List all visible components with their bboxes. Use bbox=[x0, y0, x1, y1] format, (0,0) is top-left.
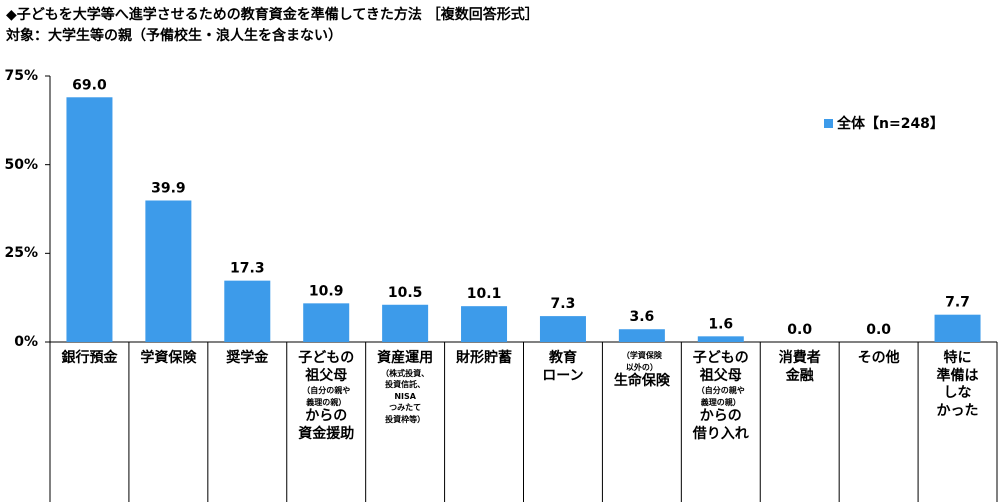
category-label-line: しな bbox=[943, 385, 972, 401]
category-label: 消費者 金融 bbox=[760, 350, 840, 385]
category-label-line: からの bbox=[699, 408, 742, 425]
bar bbox=[618, 329, 665, 342]
data-label: 10.1 bbox=[467, 286, 502, 302]
category-label: 奨学金 bbox=[207, 350, 287, 368]
bar bbox=[66, 97, 113, 342]
category-label-line: 学資保険 bbox=[140, 350, 197, 366]
category-label-line: ローン bbox=[542, 367, 584, 384]
category-label-line: 祖父母 bbox=[699, 367, 742, 384]
data-label: 1.6 bbox=[708, 316, 733, 332]
data-label: 0.0 bbox=[787, 322, 812, 338]
category-label-line: 奨学金 bbox=[226, 350, 269, 366]
bar bbox=[697, 336, 744, 342]
category-label: 教育 ローン bbox=[523, 350, 603, 385]
category-label: （学資保険以外の） 生命保険 bbox=[602, 350, 682, 391]
data-label: 69.0 bbox=[72, 77, 107, 93]
category-label-line: 資産運用 bbox=[377, 350, 434, 366]
category-label-line: その他 bbox=[857, 350, 900, 366]
category-label-line: からの bbox=[305, 408, 348, 425]
bar bbox=[382, 304, 429, 342]
category-label: 特に 準備は しな かった bbox=[918, 350, 998, 420]
category-label-line: 義理の親） bbox=[700, 397, 741, 407]
category-label: 学資保険 bbox=[128, 350, 208, 368]
category-label-line: 子どもの bbox=[298, 350, 355, 366]
bar bbox=[461, 306, 508, 342]
data-label: 0.0 bbox=[866, 322, 891, 338]
category-label-line: 投資枠等） bbox=[385, 414, 426, 424]
category-label-line: 投資信託、 bbox=[385, 380, 426, 390]
category-label: 子どもの 祖父母 （自分の親や 義理の親） からの 借り入れ bbox=[681, 350, 761, 443]
data-label: 7.7 bbox=[945, 295, 970, 311]
category-label-line: 生命保険 bbox=[613, 373, 670, 390]
data-label: 10.9 bbox=[309, 283, 344, 299]
category-label-line: 資金援助 bbox=[298, 425, 355, 442]
category-label-line: 消費者 bbox=[778, 350, 821, 366]
category-label: 資産運用 （株式投資、 投資信託、 NISA つみたて 投資枠等） bbox=[365, 350, 445, 425]
bar bbox=[145, 200, 192, 342]
data-label: 10.5 bbox=[388, 285, 423, 301]
category-label-line: NISA bbox=[394, 391, 416, 401]
category-label-line: 子どもの bbox=[692, 350, 749, 366]
data-label: 3.6 bbox=[629, 309, 654, 325]
y-tick-label: 75% bbox=[4, 68, 38, 84]
category-label-line: （自分の親や bbox=[696, 386, 745, 395]
category-label-line: 特に bbox=[943, 350, 972, 366]
y-tick-label: 0% bbox=[14, 334, 38, 350]
category-label: 銀行預金 bbox=[49, 350, 129, 368]
category-label-line: 財形貯蓄 bbox=[456, 350, 513, 366]
bar bbox=[303, 303, 350, 342]
category-label: 財形貯蓄 bbox=[444, 350, 524, 368]
category-label-line: かった bbox=[936, 402, 979, 419]
data-label: 39.9 bbox=[151, 180, 186, 196]
category-label: その他 bbox=[839, 350, 919, 368]
bar bbox=[934, 314, 981, 342]
category-label-line: （学資保険 bbox=[621, 351, 662, 360]
y-tick-label: 25% bbox=[4, 245, 38, 262]
category-label-line: 銀行預金 bbox=[61, 350, 118, 366]
category-label-line: 教育 bbox=[548, 350, 577, 366]
chart-title: ◆子どもを大学等へ進学させるための教育資金を準備してきた方法 ［複数回答形式］ bbox=[6, 7, 539, 23]
category-label-line: 義理の親） bbox=[306, 397, 347, 407]
legend-label: 全体【n=248】 bbox=[837, 116, 944, 132]
legend: 全体【n=248】 bbox=[824, 113, 944, 133]
category-label-line: 祖父母 bbox=[305, 367, 348, 384]
category-label-line: （自分の親や bbox=[302, 386, 351, 395]
legend-swatch bbox=[824, 118, 833, 128]
y-tick-label: 50% bbox=[4, 156, 38, 173]
data-label: 17.3 bbox=[230, 261, 265, 277]
bar bbox=[539, 316, 586, 342]
data-label: 7.3 bbox=[551, 296, 576, 312]
bar bbox=[224, 280, 271, 342]
category-label-line: 準備は bbox=[936, 367, 979, 384]
category-label-line: 金融 bbox=[785, 367, 814, 384]
category-label-line: 借り入れ bbox=[692, 425, 749, 442]
category-label: 子どもの 祖父母 （自分の親や 義理の親） からの 資金援助 bbox=[286, 350, 366, 443]
category-label-line: 以外の） bbox=[625, 362, 658, 372]
category-label-line: つみたて bbox=[389, 403, 422, 413]
chart-subtitle: 対象：大学生等の親（予備校生・浪人生を含まない） bbox=[6, 28, 342, 44]
category-label-line: （株式投資、 bbox=[381, 368, 430, 378]
